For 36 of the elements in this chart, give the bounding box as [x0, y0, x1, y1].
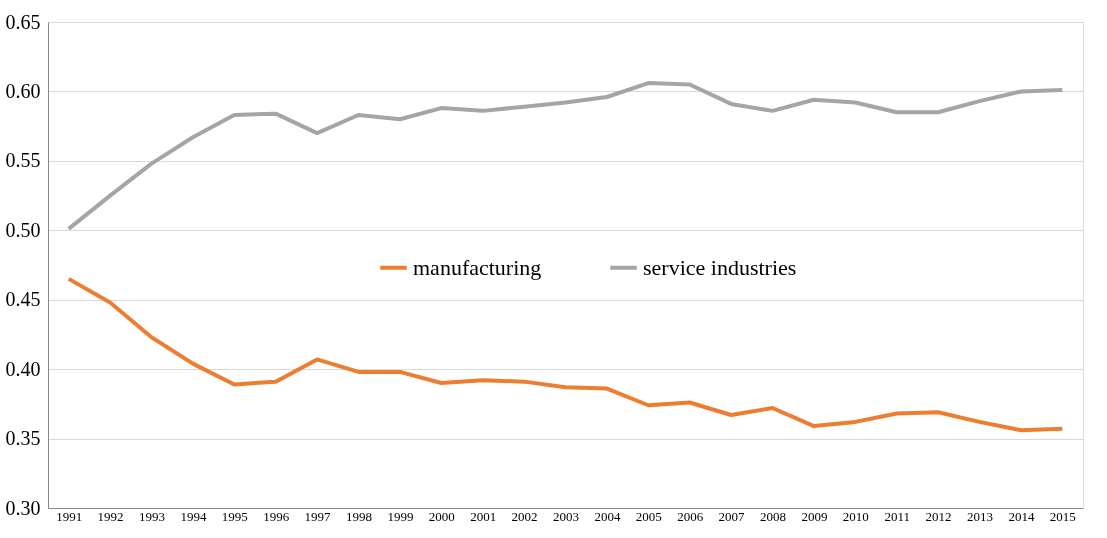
x-tick-label: 2008 [760, 508, 786, 524]
x-tick-label: 2011 [884, 508, 910, 524]
x-tick-label: 1997 [304, 508, 332, 524]
y-tick-label: 0.50 [5, 218, 41, 241]
line-series [66, 81, 1065, 231]
x-tick-label: 2002 [511, 508, 538, 524]
legend-label: service industries [643, 254, 797, 280]
x-tick-label: 2005 [635, 508, 662, 524]
x-tick-label: 2007 [718, 508, 746, 524]
x-tick-label: 1996 [263, 508, 290, 524]
legend-label: manufacturing [413, 254, 542, 280]
x-tick-label: 1992 [97, 508, 124, 524]
x-tick-label: 2010 [842, 508, 869, 524]
x-tick-label: 1993 [139, 508, 165, 524]
y-tick-label: 0.45 [5, 288, 41, 311]
y-tick-label: 0.40 [5, 357, 41, 380]
y-tick-label: 0.35 [5, 427, 41, 450]
y-tick-label: 0.30 [5, 496, 41, 519]
x-tick-label: 1994 [180, 508, 207, 524]
x-tick-label: 1991 [56, 508, 83, 524]
x-tick-label: 2012 [925, 508, 952, 524]
x-tick-label: 2006 [677, 508, 704, 524]
x-tick-label: 1999 [387, 508, 414, 524]
x-tick-label: 1995 [221, 508, 248, 524]
x-tick-label: 2015 [1049, 508, 1076, 524]
x-tick-label: 2013 [967, 508, 993, 524]
x-tick-label: 2001 [470, 508, 497, 524]
x-tick-label: 2000 [428, 508, 455, 524]
x-tick-label: 2014 [1008, 508, 1035, 524]
y-tick-label: 0.60 [5, 79, 41, 102]
x-tick-label: 2003 [553, 508, 579, 524]
x-tick-label: 2009 [801, 508, 828, 524]
x-tick-label: 2004 [594, 508, 621, 524]
x-tick-label: 1998 [346, 508, 372, 524]
y-tick-label: 0.65 [5, 10, 41, 33]
y-tick-label: 0.55 [5, 149, 41, 172]
